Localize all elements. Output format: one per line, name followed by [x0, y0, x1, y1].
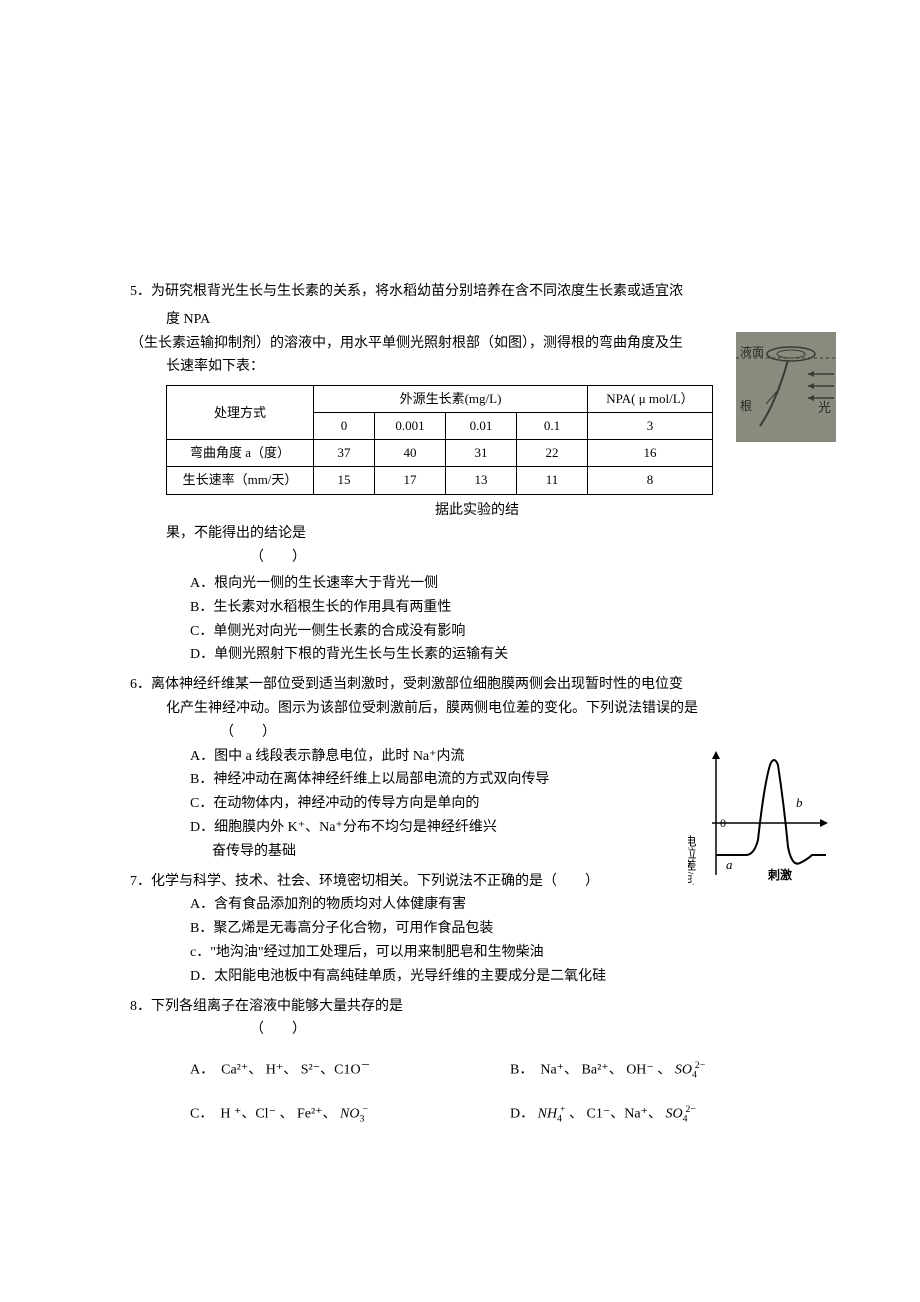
r1-0: 37 — [314, 440, 375, 467]
q8-a-pre: A． Ca²⁺、 H⁺、 S²⁻、C1O — [190, 1063, 361, 1078]
fig-label-liquid: 液面 — [740, 344, 764, 359]
r2-3: 11 — [517, 467, 588, 494]
r2-4: 8 — [588, 467, 713, 494]
r2-2: 13 — [446, 467, 517, 494]
q8-c-sup: − — [362, 1104, 368, 1115]
q8-b-sub: 4 — [692, 1070, 697, 1081]
fig-ylabel: 电位差/mV — [688, 834, 697, 884]
th-sub-3: 0.1 — [517, 413, 588, 440]
q5-line3-text: （生长素运输抑制剂）的溶液中，用水平单侧光照射根部（如图），测得根的弯曲角度及生 — [130, 336, 683, 351]
q5-number: 5． — [130, 284, 151, 299]
th-sub-2: 0.01 — [446, 413, 517, 440]
fig-xlabel: 刺激 — [767, 867, 792, 882]
q8-paren: （ ） — [250, 1018, 830, 1042]
r1-4: 16 — [588, 440, 713, 467]
q8-c-pre: C． H ⁺、Cl⁻ 、 Fe²⁺、 — [190, 1107, 337, 1122]
fig-a: a — [726, 857, 733, 872]
r1-2: 31 — [446, 440, 517, 467]
q5-intro: 5．为研究根背光生长与生长素的关系，将水稻幼苗分别培养在含不同浓度生长素或适宜浓 — [130, 280, 830, 304]
q7-number: 7． — [130, 874, 151, 889]
q8-d-sub2: 4 — [683, 1114, 688, 1125]
th-npa: NPA( μ mol/L） — [588, 386, 713, 413]
th-sub-4: 3 — [588, 413, 713, 440]
q6-figure-svg: 电位差/mV 0 b a 刺激 — [688, 745, 828, 885]
q8-b-chem: SO — [675, 1063, 692, 1078]
q8-b-sup: 2− — [695, 1060, 705, 1071]
th-iaa: 外源生长素(mg/L) — [314, 386, 588, 413]
q5-line3: （生长素运输抑制剂）的溶液中，用水平单侧光照射根部（如图），测得根的弯曲角度及生 — [130, 332, 830, 356]
q5-after-table: 据此实验的结 — [130, 499, 830, 523]
q7-opt-b: B．聚乙烯是无毒高分子化合物，可用作食品包装 — [190, 917, 830, 941]
q5-line2: 度 NPA — [166, 308, 830, 332]
q5-opt-a: A．根向光一侧的生长速率大于背光一侧 — [190, 572, 830, 596]
q5-opt-c: C．单侧光对向光一侧生长素的合成没有影响 — [190, 620, 830, 644]
q8-opt-b: B． Na⁺、 Ba²⁺、 OH⁻ 、 SO42− — [510, 1058, 830, 1084]
q8-d-chem2: SO — [665, 1107, 682, 1122]
q7-stem: 化学与科学、技术、社会、环境密切相关。下列说法不正确的是（ ） — [151, 874, 599, 889]
q5-table-wrap: 处理方式 外源生长素(mg/L) NPA( μ mol/L） 0 0.001 0… — [166, 385, 830, 494]
r2-label: 生长速率（mm/天） — [167, 467, 314, 494]
q5-line4: 长速率如下表： — [166, 355, 830, 379]
th-sub-1: 0.001 — [375, 413, 446, 440]
q8-stem-line: 8．下列各组离子在溶液中能够大量共存的是 — [130, 995, 830, 1019]
r1-label: 弯曲角度 a（度） — [167, 440, 314, 467]
q5-options: A．根向光一侧的生长速率大于背光一侧 B．生长素对水稻根生长的作用具有两重性 C… — [130, 572, 830, 667]
q8-row-cd: C． H ⁺、Cl⁻ 、 Fe²⁺、 NO3− D． NH4+ 、 C1⁻、Na… — [190, 1102, 830, 1128]
q5-trail1: 据此实验的结 — [435, 499, 519, 523]
q8-row-ab: A． Ca²⁺、 H⁺、 S²⁻、C1O－ B． Na⁺、 Ba²⁺、 OH⁻ … — [190, 1058, 830, 1084]
q5-table: 处理方式 外源生长素(mg/L) NPA( μ mol/L） 0 0.001 0… — [166, 385, 713, 494]
q7-opt-d: D．太阳能电池板中有高纯硅单质，光导纤维的主要成分是二氧化硅 — [190, 965, 830, 989]
q5-opt-b: B．生长素对水稻根生长的作用具有两重性 — [190, 596, 830, 620]
question-6: 6．离体神经纤维某一部位受到适当刺激时，受刺激部位细胞膜两侧会出现暂时性的电位变… — [130, 673, 830, 863]
q5-row-with-figure: （生长素运输抑制剂）的溶液中，用水平单侧光照射根部（如图），测得根的弯曲角度及生… — [130, 332, 830, 495]
q6-l2: 化产生神经冲动。图示为该部位受刺激前后，膜两侧电位差的变化。下列说法错误的是 — [166, 697, 830, 721]
q5-figure-svg: 液面 光 根 — [736, 332, 836, 442]
r2-1: 17 — [375, 467, 446, 494]
r2-0: 15 — [314, 467, 375, 494]
q8-opt-a: A． Ca²⁺、 H⁺、 S²⁻、C1O－ — [190, 1058, 510, 1084]
q8-stem: 下列各组离子在溶液中能够大量共存的是 — [151, 999, 403, 1014]
fig-zero: 0 — [720, 816, 726, 830]
q6-line1: 6．离体神经纤维某一部位受到适当刺激时，受刺激部位细胞膜两侧会出现暂时性的电位变 — [130, 673, 830, 697]
q5-opt-d: D．单侧光照射下根的背光生长与生长素的运输有关 — [190, 643, 830, 667]
q6-number: 6． — [130, 677, 151, 692]
q8-options: A． Ca²⁺、 H⁺、 S²⁻、C1O－ B． Na⁺、 Ba²⁺、 OH⁻ … — [190, 1058, 830, 1128]
q7-opt-c: c．"地沟油"经过加工处理后，可以用来制肥皂和生物柴油 — [190, 941, 830, 965]
q8-opt-c: C． H ⁺、Cl⁻ 、 Fe²⁺、 NO3− — [190, 1102, 510, 1128]
q8-d-pre1: D． — [510, 1107, 534, 1122]
fig-label-light: 光 — [818, 400, 831, 415]
q8-d-sub1: 4 — [557, 1114, 562, 1125]
q5-trail2: 果，不能得出的结论是 — [166, 522, 830, 546]
q5-figure: 液面 光 根 — [736, 332, 836, 442]
th-sub-0: 0 — [314, 413, 375, 440]
q6-figure: 电位差/mV 0 b a 刺激 — [688, 745, 828, 885]
question-5: 5．为研究根背光生长与生长素的关系，将水稻幼苗分别培养在含不同浓度生长素或适宜浓… — [130, 280, 830, 667]
q8-d-mid: 、 C1⁻、Na⁺、 — [569, 1107, 662, 1122]
question-7: 7．化学与科学、技术、社会、环境密切相关。下列说法不正确的是（ ） A．含有食品… — [130, 870, 830, 989]
q8-b-pre: B． Na⁺、 Ba²⁺、 OH⁻ 、 — [510, 1063, 671, 1078]
q6-paren: （ ） — [220, 721, 830, 745]
question-8: 8．下列各组离子在溶液中能够大量共存的是 （ ） A． Ca²⁺、 H⁺、 S²… — [130, 995, 830, 1129]
q8-d-sup1: + — [560, 1104, 566, 1115]
th-method: 处理方式 — [167, 386, 314, 440]
r1-1: 40 — [375, 440, 446, 467]
q5-line1: 为研究根背光生长与生长素的关系，将水稻幼苗分别培养在含不同浓度生长素或适宜浓 — [151, 284, 683, 299]
q7-opt-a: A．含有食品添加剂的物质均对人体健康有害 — [190, 893, 830, 917]
q8-d-chem1: NH — [538, 1107, 557, 1122]
q6-body: 电位差/mV 0 b a 刺激 A．图中 a 线段表示静息电位，此时 Na⁺内流… — [130, 745, 830, 864]
q5-paren: （ ） — [250, 546, 830, 570]
fig-b: b — [796, 795, 803, 810]
q8-a-sup: － — [361, 1060, 371, 1071]
fig-label-root: 根 — [740, 399, 752, 413]
r1-3: 22 — [517, 440, 588, 467]
q8-d-sup2: 2− — [686, 1104, 696, 1115]
q8-c-chem: NO — [340, 1107, 359, 1122]
q6-l1: 离体神经纤维某一部位受到适当刺激时，受刺激部位细胞膜两侧会出现暂时性的电位变 — [151, 677, 683, 692]
q8-c-sub: 3 — [360, 1114, 365, 1125]
q8-opt-d: D． NH4+ 、 C1⁻、Na⁺、 SO42− — [510, 1102, 830, 1128]
q8-number: 8． — [130, 999, 151, 1014]
